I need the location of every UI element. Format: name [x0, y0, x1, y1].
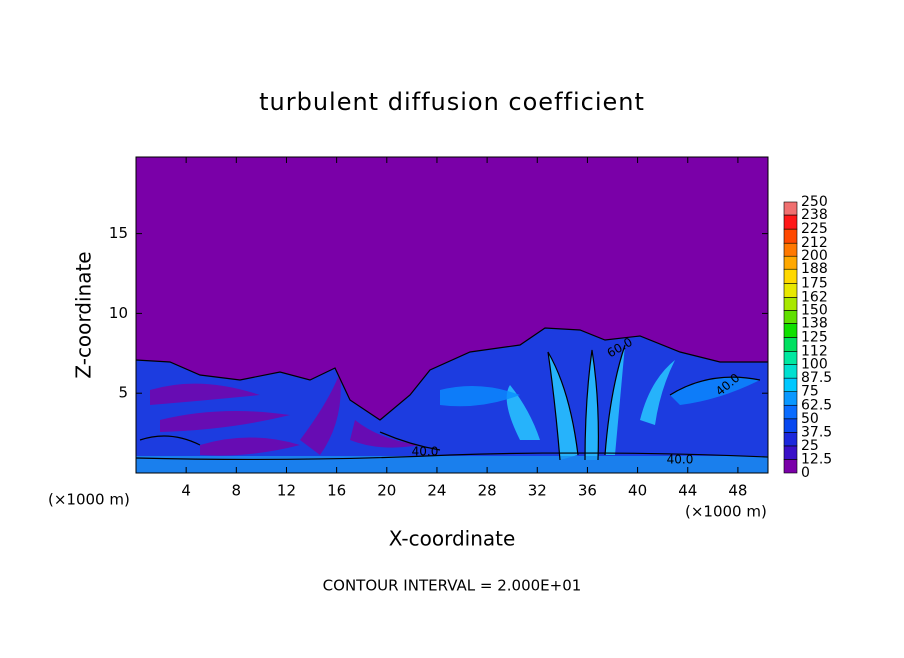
contour-label: 40.0	[412, 445, 439, 459]
y-axis-label: Z-coordinate	[72, 251, 96, 378]
field	[135, 156, 769, 474]
contour-line	[135, 344, 769, 461]
colorbar-swatch	[783, 337, 798, 352]
colorbar-swatch	[783, 201, 798, 216]
contour-label: 40.0	[667, 453, 694, 467]
colorbar-label: 87.5	[801, 370, 832, 386]
colorbar-label: 188	[801, 261, 828, 277]
x-tick-label: 12	[277, 482, 296, 500]
x-tick-label: 32	[528, 482, 547, 500]
colorbar-label: 238	[801, 207, 828, 223]
colorbar-label: 212	[801, 235, 828, 251]
colorbar-swatch	[783, 242, 798, 257]
colorbar-swatch	[783, 228, 798, 244]
colorbar-swatch	[783, 391, 798, 406]
x-tick-label: 16	[327, 482, 346, 500]
x-tick-label: 24	[427, 482, 446, 500]
x-tick-label: 28	[478, 482, 497, 500]
colorbar-label: 100	[801, 357, 828, 373]
colorbar-swatch	[783, 282, 798, 298]
colorbar-label: 250	[801, 194, 828, 210]
x-axis-label: X-coordinate	[389, 527, 516, 551]
colorbar-swatch	[783, 297, 798, 311]
y-tick-label: 15	[109, 224, 128, 242]
colorbar-label: 112	[801, 344, 828, 360]
x-tick-label: 20	[377, 482, 396, 500]
colorbar-swatch	[783, 364, 798, 379]
colorbar-label: 225	[801, 221, 828, 237]
x-tick-label: 44	[678, 482, 697, 500]
x-tick-label: 8	[232, 482, 242, 500]
colorbar-swatch	[783, 323, 798, 338]
chart-title: turbulent diffusion coefficient	[259, 88, 645, 116]
colorbar-swatch	[783, 418, 798, 433]
colorbar-swatch	[783, 255, 798, 270]
y-tick-label: 10	[109, 304, 128, 322]
x-tick-label: 48	[728, 482, 747, 500]
contour-line	[135, 327, 768, 421]
colorbar-label: 150	[801, 302, 828, 318]
colorbar-label: 62.5	[801, 397, 832, 413]
colorbar-label: 25	[801, 438, 819, 454]
x-unit-label: (×1000 m)	[685, 503, 767, 521]
field-region	[440, 377, 760, 407]
colorbar-label: 200	[801, 248, 828, 264]
colorbar-label: 50	[801, 411, 819, 427]
colorbar-label: 12.5	[801, 451, 832, 467]
colorbar-swatch	[783, 459, 798, 474]
colorbar-swatch	[783, 310, 798, 324]
colorbar-swatch	[783, 445, 798, 460]
field-region	[506, 345, 675, 460]
colorbar-swatch	[783, 377, 798, 392]
colorbar-label: 0	[801, 465, 810, 481]
colorbar-swatch	[783, 214, 798, 230]
colorbar-label: 75	[801, 384, 819, 400]
colorbar-label: 138	[801, 315, 828, 331]
colorbar-label: 37.5	[801, 424, 832, 440]
colorbar-swatch	[783, 268, 798, 284]
field-region	[150, 372, 420, 456]
colorbar-label: 162	[801, 289, 828, 305]
x-tick-label: 36	[578, 482, 597, 500]
x-unit-label: (×1000 m)	[48, 491, 130, 509]
footer-note: CONTOUR INTERVAL = 2.000E+01	[323, 577, 582, 595]
colorbar-swatch	[783, 432, 798, 447]
field-region	[136, 456, 768, 473]
y-tick-label: 5	[118, 384, 128, 402]
x-tick-label: 4	[181, 482, 191, 500]
colorbar-swatch	[783, 404, 798, 420]
colorbar-label: 125	[801, 330, 828, 346]
colorbar-swatch	[783, 351, 798, 365]
colorbar-label: 175	[801, 275, 828, 291]
plot-frame	[135, 156, 769, 474]
x-tick-label: 40	[628, 482, 647, 500]
